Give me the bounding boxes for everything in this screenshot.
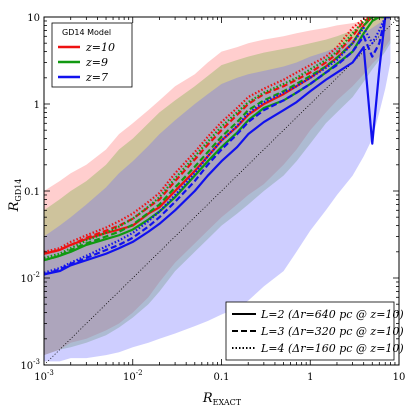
- shaded-bands: [44, 17, 391, 362]
- reference-line: [44, 17, 399, 365]
- x-tick-label-0: 10-3: [34, 369, 54, 383]
- y-tick-label-4: 10: [27, 13, 40, 24]
- y-tick-label-3: 1: [34, 100, 40, 111]
- y-tick-label-0: 10-3: [20, 358, 40, 372]
- x-tick-label-2: 0.1: [214, 372, 230, 383]
- band-0: [44, 17, 391, 356]
- x-axis-title: REXACT: [202, 391, 242, 407]
- y-tick-labels: 10-3 10-2 0.1 1 10: [20, 13, 40, 372]
- legend-top-left: GD14 Model z=10 z=9 z=7: [51, 22, 133, 88]
- band-1: [44, 17, 391, 356]
- x-tick-label-3: 1: [307, 372, 313, 383]
- series-line-8: [44, 17, 391, 274]
- series-line-4: [44, 17, 391, 262]
- series-line-2: [44, 17, 391, 253]
- x-tick-label-4: 10: [393, 372, 406, 383]
- legend-title: GD14 Model: [62, 28, 111, 37]
- svg-text:REXACT: REXACT: [202, 391, 242, 407]
- x-tick-labels: 10-3 10-2 0.1 1 10: [34, 369, 405, 383]
- legend-bottom-right: L=2 (Δr=640 pc @ z=10) L=3 (Δr=320 pc @ z…: [225, 301, 404, 361]
- legend-style-label-1: L=3 (Δr=320 pc @ z=10): [260, 325, 404, 338]
- reference-line-layer: [44, 17, 399, 365]
- svg-text:RGD14: RGD14: [7, 179, 23, 213]
- x-tick-label-1: 10-2: [123, 369, 143, 383]
- y-tick-label-1: 10-2: [20, 271, 40, 285]
- y-tick-label-2: 0.1: [24, 187, 40, 198]
- series-line-7: [44, 17, 391, 276]
- series-line-1: [44, 17, 391, 255]
- series-line-3: [44, 17, 391, 262]
- series-line-6: [44, 17, 391, 276]
- series-lines: [44, 17, 391, 276]
- y-axis-title: RGD14: [7, 179, 23, 213]
- legend-label-2: z=7: [85, 71, 108, 84]
- legend-label-1: z=9: [85, 56, 108, 69]
- band-2: [44, 17, 391, 362]
- legend-style-label-2: L=4 (Δr=160 pc @ z=10): [260, 342, 404, 355]
- series-line-5: [44, 17, 391, 260]
- legend-style-label-0: L=2 (Δr=640 pc @ z=10): [260, 308, 404, 321]
- legend-label-0: z=10: [85, 41, 115, 54]
